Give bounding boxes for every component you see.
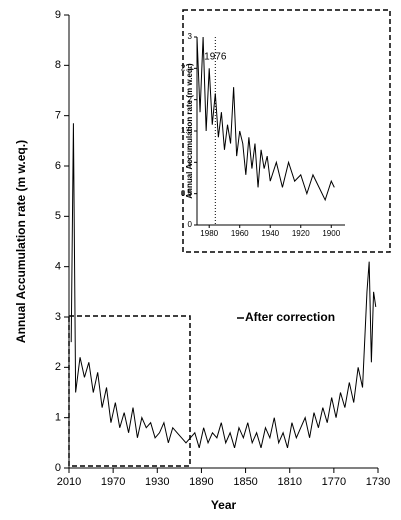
reference-label: 1976 (204, 52, 227, 63)
y-tick-label: 7 (55, 110, 61, 122)
data-line (70, 123, 377, 449)
legend-label: After correction (245, 310, 335, 324)
x-tick-label: 1850 (233, 476, 257, 488)
zoom-region (68, 315, 191, 467)
x-tick-label: 1980 (200, 229, 218, 238)
y-tick-label: 8 (55, 59, 61, 71)
y-tick-label: 0.5 (181, 189, 193, 198)
x-tick-label: 1890 (189, 476, 213, 488)
y-tick-label: 3 (188, 32, 193, 41)
y-tick-label: 2.5 (181, 63, 193, 72)
y-tick-label: 0 (55, 462, 61, 474)
y-tick-label: 1.5 (181, 126, 193, 135)
x-tick-label: 1730 (366, 476, 390, 488)
x-tick-label: 1970 (101, 476, 125, 488)
y-tick-label: 0 (188, 220, 193, 229)
data-line (196, 36, 335, 202)
y-tick-label: 4 (55, 261, 61, 273)
x-tick-label: 1940 (261, 229, 279, 238)
y-tick-label: 5 (55, 210, 61, 222)
x-axis-title: Year (211, 498, 237, 512)
y-tick-label: 9 (55, 9, 61, 21)
y-axis-title: Annual Accumulation rate (m w.eq.) (14, 140, 28, 343)
x-tick-label: 1930 (145, 476, 169, 488)
y-tick-label: 6 (55, 160, 61, 172)
x-tick-label: 1920 (292, 229, 310, 238)
y-tick-label: 1 (55, 412, 61, 424)
x-tick-label: 2010 (57, 476, 81, 488)
y-tick-label: 2 (55, 361, 61, 373)
x-tick-label: 1810 (277, 476, 301, 488)
inset-frame (182, 9, 391, 253)
y-tick-label: 3 (55, 311, 61, 323)
x-tick-label: 1900 (322, 229, 340, 238)
y-tick-label: 2 (188, 95, 193, 104)
x-tick-label: 1770 (322, 476, 346, 488)
y-axis-title: Annual Accumulation rate (m w.eq.) (185, 63, 194, 199)
y-tick-label: 1 (188, 157, 193, 166)
x-tick-label: 1960 (231, 229, 249, 238)
